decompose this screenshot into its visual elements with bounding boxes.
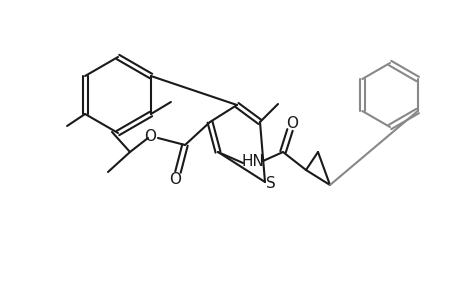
Text: O: O <box>168 172 180 187</box>
Text: S: S <box>266 176 275 191</box>
Text: O: O <box>285 116 297 130</box>
Text: O: O <box>144 128 156 143</box>
Text: HN: HN <box>241 154 264 169</box>
